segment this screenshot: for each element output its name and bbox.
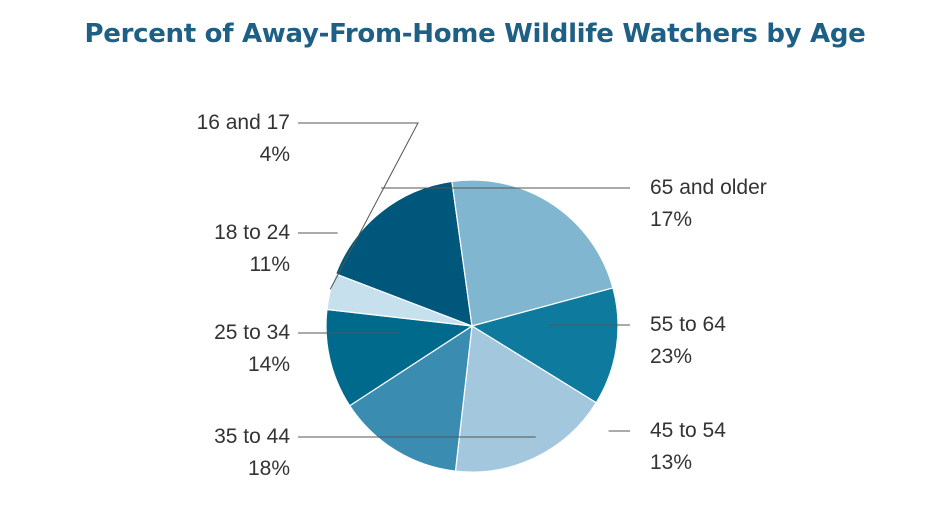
- pie-slice-55-to-64: [451, 179, 614, 327]
- slice-label-55-to-64: 55 to 64: [650, 313, 726, 336]
- slice-label-45-to-54: 45 to 54: [650, 419, 726, 442]
- pie-slice-65-and-older: [334, 180, 473, 327]
- slice-value-65-and-older: 17%: [650, 208, 692, 231]
- pie-slices: [325, 179, 619, 473]
- slice-labels: 65 and older 17% 55 to 64 23% 45 to 54 13% 35 …: [197, 111, 767, 480]
- slice-value-18-to-24: 11%: [250, 253, 290, 276]
- slice-label-16-and-17: 16 and 17: [197, 111, 290, 134]
- pie-slice-45-to-54: [470, 287, 619, 404]
- leader-line-16-and-17: [298, 122, 419, 290]
- chart-title: Percent of Away-From-Home Wildlife Watch…: [84, 19, 865, 49]
- pie-slice-35-to-44: [454, 324, 598, 473]
- slice-value-25-to-34: 14%: [248, 353, 290, 376]
- slice-label-18-to-24: 18 to 24: [214, 221, 290, 244]
- pie-slice-16-and-17: [326, 273, 473, 327]
- pie-slice-18-to-24: [325, 308, 474, 407]
- slice-value-45-to-54: 13%: [650, 451, 692, 474]
- slice-value-16-and-17: 4%: [260, 143, 290, 166]
- slice-value-55-to-64: 23%: [650, 345, 692, 368]
- slice-value-35-to-44: 18%: [248, 457, 290, 480]
- leader-lines: [298, 122, 630, 438]
- pie-slice-25-to-34: [348, 324, 473, 472]
- slice-label-35-to-44: 35 to 44: [214, 425, 290, 448]
- slice-label-25-to-34: 25 to 34: [214, 321, 290, 344]
- slice-label-65-and-older: 65 and older: [650, 176, 767, 199]
